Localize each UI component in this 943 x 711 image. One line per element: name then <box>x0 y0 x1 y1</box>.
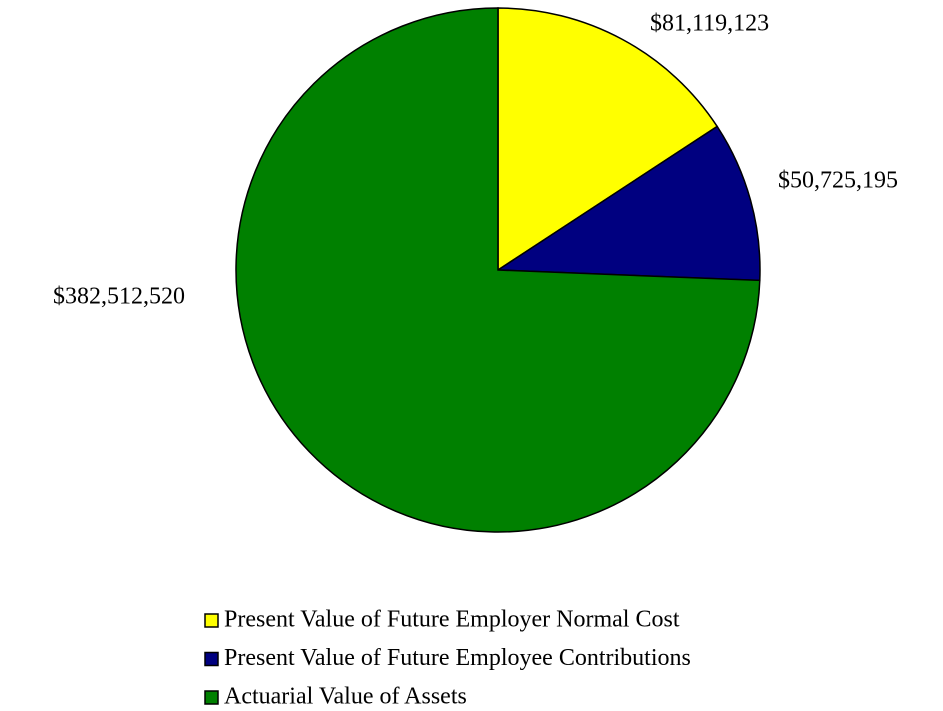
data-label: $382,512,520 <box>53 284 185 310</box>
legend-swatch <box>204 690 219 705</box>
legend-label: Present Value of Future Employer Normal … <box>224 607 680 633</box>
data-label: $50,725,195 <box>778 168 898 194</box>
legend-label: Present Value of Future Employee Contrib… <box>224 645 691 671</box>
pie-slice <box>497 7 719 272</box>
pie-slice <box>495 125 761 282</box>
legend-label: Actuarial Value of Assets <box>224 684 467 710</box>
data-label: $81,119,123 <box>650 11 769 37</box>
pie-slice <box>235 7 761 533</box>
legend-swatch <box>204 613 219 628</box>
legend-swatch <box>204 651 219 667</box>
